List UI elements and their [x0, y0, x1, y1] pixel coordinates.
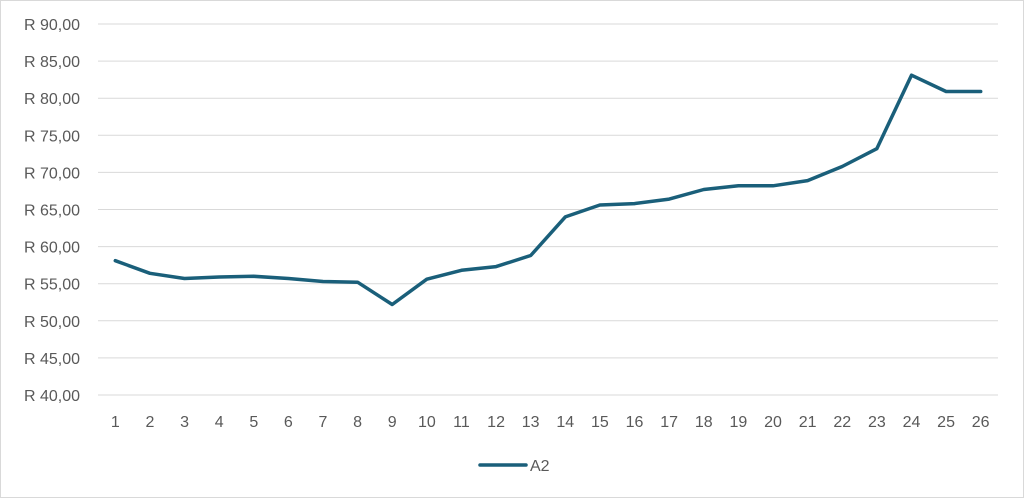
- y-tick-label: R 40,00: [24, 388, 80, 405]
- y-tick-label: R 55,00: [24, 277, 80, 294]
- x-tick-label: 7: [319, 414, 328, 431]
- x-tick-label: 26: [972, 414, 990, 431]
- y-tick-label: R 75,00: [24, 128, 80, 145]
- y-tick-label: R 70,00: [24, 165, 80, 182]
- x-tick-label: 20: [764, 414, 782, 431]
- x-tick-label: 24: [903, 414, 921, 431]
- x-tick-label: 10: [418, 414, 436, 431]
- x-tick-label: 12: [487, 414, 505, 431]
- x-axis-ticks: 1 2 3 4 5 6 7 8 9 10 11 12 13 14 15 16 17 18 19 20 21 22 23 24 2…: [111, 414, 990, 431]
- x-tick-label: 9: [388, 414, 397, 431]
- x-tick-label: 23: [868, 414, 886, 431]
- x-tick-label: 15: [591, 414, 609, 431]
- x-tick-label: 5: [249, 414, 258, 431]
- y-axis-ticks: R 40,00 R 45,00 R 50,00 R 55,00 R 60,00 R 65,…: [24, 17, 80, 405]
- x-tick-label: 21: [799, 414, 817, 431]
- y-tick-label: R 60,00: [24, 240, 80, 257]
- x-tick-label: 1: [111, 414, 120, 431]
- x-tick-label: 11: [453, 414, 470, 431]
- gridlines: [98, 23, 998, 396]
- x-tick-label: 8: [353, 414, 362, 431]
- y-tick-label: R 85,00: [24, 54, 80, 71]
- x-tick-label: 3: [180, 414, 189, 431]
- y-tick-label: R 65,00: [24, 203, 80, 220]
- y-tick-label: R 80,00: [24, 91, 80, 108]
- x-tick-label: 4: [215, 414, 224, 431]
- y-tick-label: R 50,00: [24, 314, 80, 331]
- x-tick-label: 2: [145, 414, 154, 431]
- x-tick-label: 17: [660, 414, 678, 431]
- x-tick-label: 16: [626, 414, 644, 431]
- x-tick-label: 25: [937, 414, 955, 431]
- legend-label: A2: [530, 458, 550, 475]
- x-tick-label: 6: [284, 414, 293, 431]
- series-line-a2: [113, 73, 983, 307]
- x-tick-label: 19: [729, 414, 747, 431]
- y-tick-label: R 45,00: [24, 351, 80, 368]
- legend: A2: [478, 458, 550, 475]
- x-tick-label: 22: [833, 414, 851, 431]
- y-tick-label: R 90,00: [24, 17, 80, 34]
- x-tick-label: 14: [556, 414, 574, 431]
- x-tick-label: 13: [522, 414, 540, 431]
- x-tick-label: 18: [695, 414, 713, 431]
